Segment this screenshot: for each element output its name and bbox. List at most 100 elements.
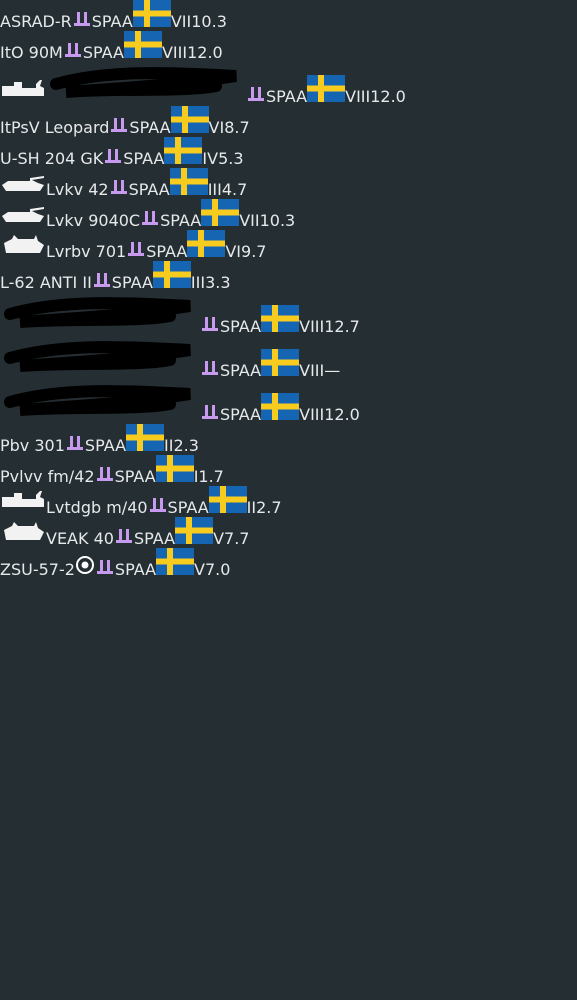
battle-rating: 12.0 [324, 405, 360, 424]
vehicle-type: SPAA [133, 529, 176, 548]
row[interactable]: SPAA VIII12.7 [0, 292, 577, 336]
flag-cross-h [261, 403, 300, 410]
vehicle-name: ZSU-57-2 [0, 560, 75, 579]
redaction [50, 67, 237, 98]
vehicle-type: SPAA [220, 317, 262, 336]
row[interactable]: Lvkv 9040C SPAA VII10.3 [0, 199, 577, 230]
vehicle-icon [2, 176, 44, 191]
rank: III [190, 273, 206, 292]
type-icon [149, 498, 166, 512]
vehicle-type: SPAA [123, 149, 165, 168]
row[interactable]: ItPsV Leopard SPAA VI8.7 [0, 106, 577, 137]
vehicle-type: SPAA [82, 43, 124, 62]
country-flag [261, 305, 300, 332]
rank: VIII [345, 87, 371, 106]
flag-cross-h [132, 10, 171, 17]
type-icon [115, 529, 132, 543]
row[interactable]: Lvrbv 701 SPAA VI9.7 [0, 230, 577, 261]
row[interactable]: ASRAD-R SPAA VII10.3 [0, 0, 577, 31]
type-icon [66, 436, 83, 450]
vehicle-type: SPAA [167, 498, 209, 517]
battle-rating: 12.0 [187, 43, 223, 62]
vehicle-name: ASRAD-R [0, 12, 72, 31]
battle-rating: 4.7 [221, 180, 248, 199]
spaa-glyph [73, 12, 90, 26]
type-icon [96, 467, 113, 481]
row[interactable]: SPAA VIII12.0 [0, 62, 577, 106]
vehicle-name: Lvkv 9040C [46, 211, 141, 230]
rank: III [207, 180, 222, 199]
flag-cross-h [208, 496, 247, 503]
scribble [50, 67, 237, 98]
vehicle-silhouette [2, 80, 44, 96]
row[interactable]: SPAA VIII— [0, 336, 577, 380]
rank: II [164, 436, 174, 455]
row[interactable]: U-SH 204 GK SPAA IV5.3 [0, 137, 577, 168]
flag-cross-h [155, 465, 194, 472]
vehicle-name: Pvlvv fm/42 [0, 467, 95, 486]
dot [81, 561, 89, 569]
rank: VIII [299, 361, 325, 380]
vehicle-type: SPAA [129, 118, 171, 137]
flag-cross-h [164, 147, 203, 154]
vehicle-name: Lvkv 42 [46, 180, 109, 199]
battle-rating: 2.3 [173, 436, 199, 455]
vehicle-type: SPAA [220, 405, 262, 424]
row[interactable]: ItO 90M SPAA VIII12.0 [0, 31, 577, 62]
country-flag [155, 455, 194, 482]
redaction [4, 297, 191, 328]
vehicle-name: U-SH 204 GK [0, 149, 104, 168]
type-icon [128, 242, 145, 256]
scribble [4, 297, 191, 328]
country-flag [170, 106, 209, 133]
row[interactable]: L-62 ANTI II SPAA III3.3 [0, 261, 577, 292]
rank: II [246, 498, 257, 517]
type-icon [248, 87, 264, 101]
row[interactable]: Lvtdgb m/40 SPAA II2.7 [0, 486, 577, 517]
spaa-glyph [66, 436, 83, 450]
country-flag [132, 0, 171, 27]
country-flag [152, 261, 191, 288]
row[interactable]: VEAK 40 SPAA V7.7 [0, 517, 577, 548]
vehicle-icon [2, 491, 44, 507]
country-flag [156, 548, 195, 575]
spaa-glyph [93, 273, 110, 287]
flag-cross-h [187, 240, 226, 247]
rank: V [194, 560, 205, 579]
redaction [4, 385, 191, 416]
type-icon [202, 317, 218, 331]
flag-cross-h [126, 434, 165, 441]
vehicle-type: SPAA [111, 273, 153, 292]
row[interactable]: Pbv 301 SPAA II2.3 [0, 424, 577, 455]
vehicle-silhouette [4, 235, 44, 253]
vehicle-type: SPAA [84, 436, 127, 455]
spaa-glyph [111, 118, 128, 132]
spaa-glyph [248, 87, 264, 101]
rank: VII [170, 12, 192, 31]
country-flag [261, 349, 300, 376]
vehicle-type: SPAA [220, 361, 262, 380]
vehicle-silhouette [2, 491, 44, 507]
type-icon [73, 12, 90, 26]
flag-cross-h [169, 178, 208, 185]
battle-rating: 9.7 [241, 242, 267, 261]
row[interactable]: ZSU-57-2 SPAA V7.0 [0, 548, 577, 579]
row[interactable]: Lvkv 42 SPAA III4.7 [0, 168, 577, 199]
rank: V [213, 529, 225, 548]
battle-rating: 10.3 [259, 211, 296, 230]
spaa-glyph [96, 560, 113, 574]
battle-rating: 1.7 [198, 467, 224, 486]
spaa-glyph [202, 405, 218, 419]
vehicle-icon [2, 80, 44, 96]
vehicle-icon [4, 522, 44, 540]
spaa-glyph [202, 317, 218, 331]
vehicle-type: SPAA [146, 242, 188, 261]
row[interactable]: SPAA VIII12.0 [0, 380, 577, 424]
row[interactable]: Pvlvv fm/42 SPAA I1.7 [0, 455, 577, 486]
type-icon [96, 560, 113, 574]
type-icon [64, 43, 81, 57]
country-flag [164, 137, 203, 164]
type-icon [111, 118, 128, 132]
spaa-glyph [202, 361, 218, 375]
